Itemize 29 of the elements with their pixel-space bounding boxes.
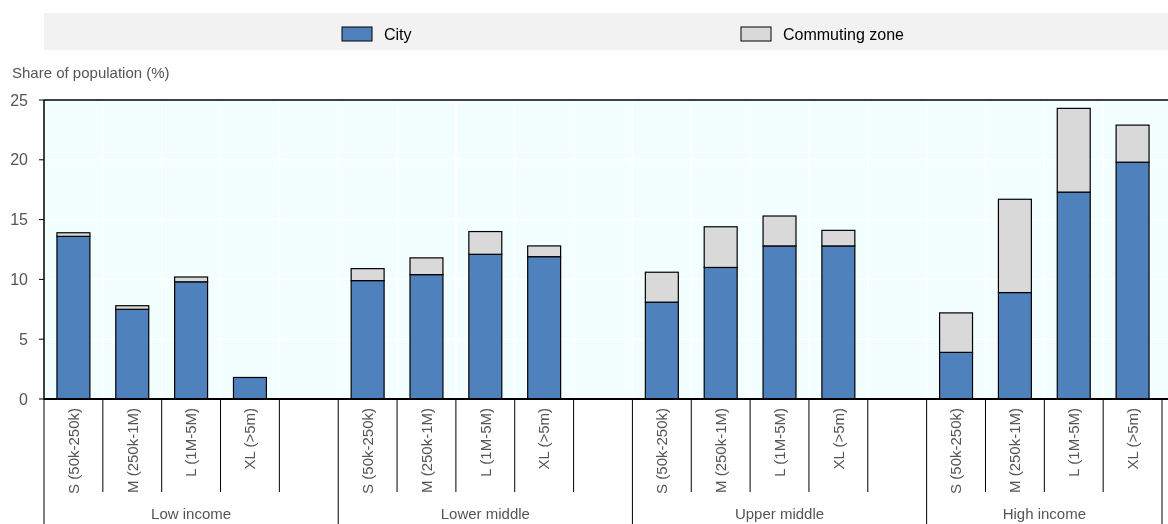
text: Lower middle bbox=[440, 505, 530, 522]
y-axis-title: Share of population (%) bbox=[12, 64, 170, 81]
y-tick-label: 15 bbox=[10, 211, 29, 229]
x-tick-label: XL (>5m) bbox=[1123, 408, 1141, 470]
x-tick-label: S (50k-250k) bbox=[64, 408, 82, 494]
x-tick-label: XL (>5m) bbox=[829, 408, 847, 470]
legend-label: Commuting zone bbox=[783, 26, 905, 43]
legend-label: City bbox=[384, 26, 412, 43]
y-tick-label: 25 bbox=[10, 91, 29, 109]
x-tick-label: XL (>5m) bbox=[535, 408, 553, 470]
text: Upper middle bbox=[734, 505, 825, 522]
x-tick-label: M (250k-1M) bbox=[123, 408, 141, 494]
x-tick-label: L (1M-5M) bbox=[1064, 408, 1082, 477]
x-tick-label: XL (>5m) bbox=[241, 408, 259, 470]
x-tick-label: M (250k-1M) bbox=[711, 408, 729, 494]
x-tick-label: S (50k-250k) bbox=[358, 408, 376, 494]
y-tick-label: 10 bbox=[10, 271, 29, 288]
text: Low income bbox=[151, 505, 232, 522]
x-tick-label: S (50k-250k) bbox=[947, 408, 965, 494]
x-tick-label: L (1M-5M) bbox=[476, 408, 494, 477]
x-tick-label: M (250k-1M) bbox=[1006, 408, 1024, 494]
y-tick-label: 5 bbox=[19, 330, 29, 348]
y-tick-label: 20 bbox=[10, 151, 29, 169]
x-tick-label: L (1M-5M) bbox=[770, 408, 788, 477]
x-tick-label: L (1M-5M) bbox=[182, 408, 200, 477]
text: High income bbox=[1002, 505, 1086, 522]
x-tick-label: S (50k-250k) bbox=[653, 408, 671, 494]
y-tick-label: 0 bbox=[19, 390, 29, 408]
x-tick-label: M (250k-1M) bbox=[417, 408, 435, 494]
